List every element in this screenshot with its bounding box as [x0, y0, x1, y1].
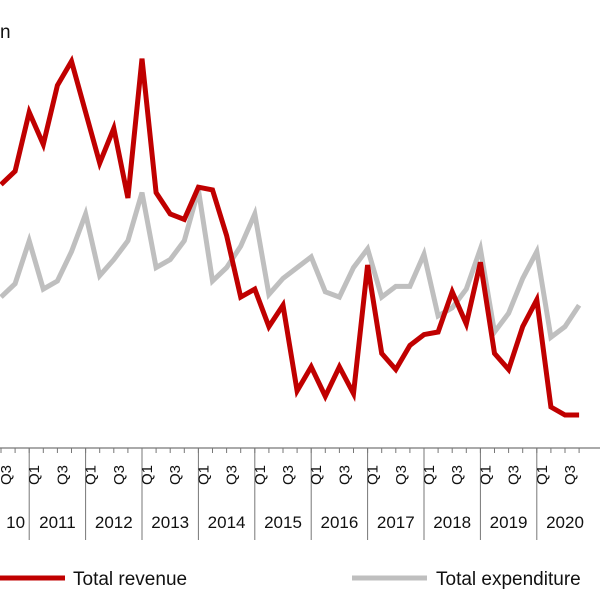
quarter-tick-label: Q3 [449, 465, 466, 485]
quarter-tick-label: Q3 [336, 465, 353, 485]
quarter-tick-label: Q3 [54, 465, 71, 485]
quarter-tick-label: Q1 [26, 465, 43, 485]
year-label: 10 [6, 513, 25, 532]
year-label: 2015 [264, 513, 302, 532]
year-label: 2017 [377, 513, 415, 532]
year-label: 2016 [320, 513, 358, 532]
legend-label-total-expenditure: Total expenditure [436, 569, 581, 590]
quarter-tick-label: Q3 [111, 465, 128, 485]
year-label: 2012 [95, 513, 133, 532]
quarter-tick-label: Q3 [0, 465, 15, 485]
series-line-total-revenue [0, 54, 580, 418]
year-label: 2019 [490, 513, 528, 532]
quarter-tick-label: Q3 [506, 465, 523, 485]
quarter-tick-label: Q3 [280, 465, 297, 485]
quarter-tick-label: Q3 [167, 465, 184, 485]
legend-label-total-revenue: Total revenue [73, 569, 187, 590]
quarter-tick-label: Q1 [83, 465, 100, 485]
quarter-tick-label: Q1 [252, 465, 269, 485]
quarter-tick-label: Q1 [365, 465, 382, 485]
quarter-tick-label: Q1 [139, 465, 156, 485]
series-line-total-expenditure [0, 189, 582, 342]
quarter-tick-label: Q1 [421, 465, 438, 485]
unit-label: n [0, 22, 11, 43]
quarter-tick-label: Q1 [308, 465, 325, 485]
quarter-tick-label: Q1 [534, 465, 551, 485]
year-label: 2011 [39, 513, 76, 532]
year-label: 2018 [433, 513, 471, 532]
quarter-tick-label: Q1 [477, 465, 494, 485]
quarter-tick-label: Q3 [224, 465, 241, 485]
quarter-tick-label: Q1 [195, 465, 212, 485]
quarter-tick-label: Q3 [393, 465, 410, 485]
year-label: 2013 [151, 513, 189, 532]
quarter-tick-label: Q3 [562, 465, 579, 485]
year-label: 2020 [546, 513, 584, 532]
year-label: 2014 [208, 513, 246, 532]
